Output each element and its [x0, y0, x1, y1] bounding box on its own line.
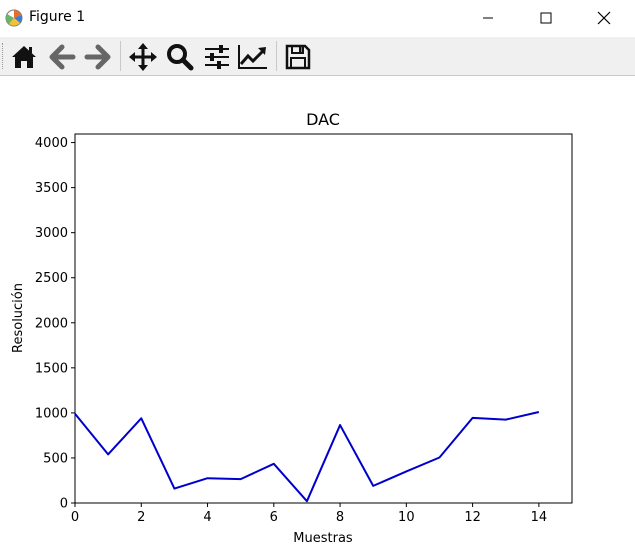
subplots-button[interactable]: [201, 41, 233, 73]
maximize-icon: [540, 12, 552, 24]
forward-button[interactable]: [82, 41, 114, 73]
y-axis: 0 500 1000 1500 2000 2500 3000 3500 4000: [35, 136, 75, 512]
x-tick-label: 12: [464, 510, 481, 525]
arrow-right-icon: [84, 44, 111, 70]
floppy-disk-icon: [285, 44, 311, 70]
edit-axis-button[interactable]: [237, 41, 269, 73]
x-tick-label: 10: [398, 510, 415, 525]
x-tick-label: 8: [336, 510, 344, 525]
home-button[interactable]: [8, 41, 40, 73]
zoom-button[interactable]: [164, 41, 196, 73]
y-tick-label: 1500: [35, 361, 68, 376]
x-axis: 0 2 4 6 8 10 12 14: [71, 503, 547, 525]
y-tick-label: 3500: [35, 181, 68, 196]
x-tick-label: 4: [203, 510, 211, 525]
plot-area: [74, 411, 540, 503]
home-icon: [12, 46, 36, 68]
toolbar-grip[interactable]: [2, 43, 5, 69]
navigation-toolbar: [0, 37, 635, 76]
close-button[interactable]: [575, 0, 633, 36]
minimize-icon: [483, 17, 493, 19]
save-button[interactable]: [282, 41, 314, 73]
chart-title: DAC: [306, 110, 340, 129]
axes-frame: [74, 133, 573, 504]
title-bar: Figure 1: [0, 0, 635, 36]
y-tick-label: 4000: [35, 136, 68, 151]
matplotlib-logo-icon: [4, 8, 24, 28]
magnifier-icon: [167, 44, 194, 71]
toolbar-separator: [120, 41, 121, 71]
window-title: Figure 1: [29, 9, 86, 25]
y-tick-label: 2500: [35, 271, 68, 286]
toolbar-separator: [276, 41, 277, 71]
x-axis-label: Muestras: [293, 531, 353, 546]
x-tick-label: 6: [270, 510, 278, 525]
arrow-left-icon: [49, 44, 76, 70]
y-tick-label: 0: [60, 497, 68, 512]
y-tick-label: 2000: [35, 316, 68, 331]
y-tick-label: 3000: [35, 226, 68, 241]
x-tick-label: 0: [71, 510, 79, 525]
line-chart-icon: [238, 45, 267, 69]
figure-canvas[interactable]: DAC 0 2 4 6 8 10 12 14 0 500 1000 1500 2000 2500 3000…: [0, 76, 635, 553]
sliders-icon: [205, 45, 229, 69]
y-tick-label: 500: [43, 451, 68, 466]
move-icon: [129, 43, 157, 71]
maximize-button[interactable]: [517, 0, 575, 36]
pan-button[interactable]: [127, 41, 159, 73]
x-tick-label: 14: [531, 510, 548, 525]
minimize-button[interactable]: [459, 0, 517, 36]
y-tick-label: 1000: [35, 406, 68, 421]
back-button[interactable]: [46, 41, 78, 73]
close-icon: [597, 11, 611, 25]
x-tick-label: 2: [137, 510, 145, 525]
y-axis-label: Resolución: [11, 283, 26, 353]
